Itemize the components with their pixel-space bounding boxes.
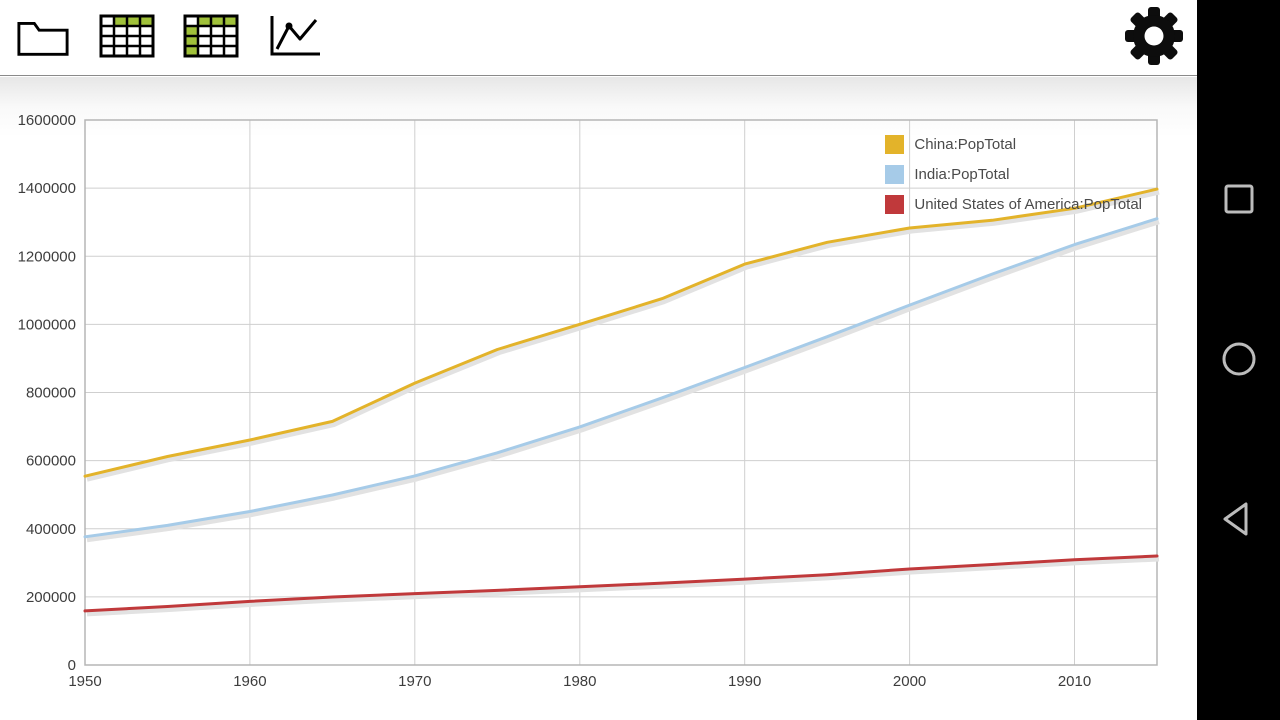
legend-item: India:PopTotal bbox=[885, 165, 1142, 184]
legend-label: China:PopTotal bbox=[914, 136, 1017, 153]
triangle-left-icon bbox=[1219, 499, 1259, 542]
svg-text:1950: 1950 bbox=[68, 673, 101, 690]
chart-canvas: 0 200000 400000 600000 800000 1000000 1200000 1… bbox=[18, 112, 1160, 690]
svg-text:1400000: 1400000 bbox=[18, 180, 76, 197]
recents-button[interactable] bbox=[1197, 168, 1280, 232]
app-toolbar bbox=[0, 0, 1197, 76]
legend-label: India:PopTotal bbox=[914, 166, 1010, 183]
legend-swatch bbox=[885, 195, 905, 214]
home-button[interactable] bbox=[1197, 328, 1280, 392]
svg-text:0: 0 bbox=[68, 657, 76, 674]
svg-text:1980: 1980 bbox=[563, 673, 596, 690]
svg-text:2010: 2010 bbox=[1058, 673, 1091, 690]
svg-text:1970: 1970 bbox=[398, 673, 431, 690]
population-chart[interactable]: 0 200000 400000 600000 800000 1000000 1200000 1… bbox=[0, 77, 1197, 720]
svg-text:200000: 200000 bbox=[26, 589, 76, 606]
svg-text:800000: 800000 bbox=[26, 385, 76, 402]
line-chart-view-button[interactable] bbox=[266, 12, 324, 64]
android-nav-bar bbox=[1197, 0, 1280, 720]
legend-swatch bbox=[885, 135, 905, 154]
gear-icon bbox=[1124, 6, 1184, 69]
table-icon bbox=[99, 13, 155, 62]
pivot-table-icon bbox=[183, 13, 239, 62]
svg-text:2000: 2000 bbox=[893, 673, 926, 690]
settings-button[interactable] bbox=[1125, 7, 1183, 65]
legend-item: United States of America:PopTotal bbox=[885, 195, 1142, 214]
pivot-table-button[interactable] bbox=[182, 12, 240, 64]
svg-text:1000000: 1000000 bbox=[18, 316, 76, 333]
svg-text:1200000: 1200000 bbox=[18, 248, 76, 265]
chart-legend: China:PopTotal India:PopTotal United Sta… bbox=[885, 135, 1142, 214]
legend-swatch bbox=[885, 165, 905, 184]
svg-text:400000: 400000 bbox=[26, 521, 76, 538]
square-icon bbox=[1219, 179, 1259, 222]
data-table-button[interactable] bbox=[98, 12, 156, 64]
legend-label: United States of America:PopTotal bbox=[914, 196, 1142, 213]
svg-text:600000: 600000 bbox=[26, 453, 76, 470]
folder-icon bbox=[16, 13, 70, 62]
back-button[interactable] bbox=[1197, 488, 1280, 552]
line-chart-icon bbox=[267, 13, 323, 62]
legend-item: China:PopTotal bbox=[885, 135, 1142, 154]
svg-text:1990: 1990 bbox=[728, 673, 761, 690]
open-file-button[interactable] bbox=[14, 12, 72, 64]
circle-icon bbox=[1219, 339, 1259, 382]
svg-text:1600000: 1600000 bbox=[18, 112, 76, 129]
svg-text:1960: 1960 bbox=[233, 673, 266, 690]
app-content: 0 200000 400000 600000 800000 1000000 1200000 1… bbox=[0, 0, 1197, 720]
